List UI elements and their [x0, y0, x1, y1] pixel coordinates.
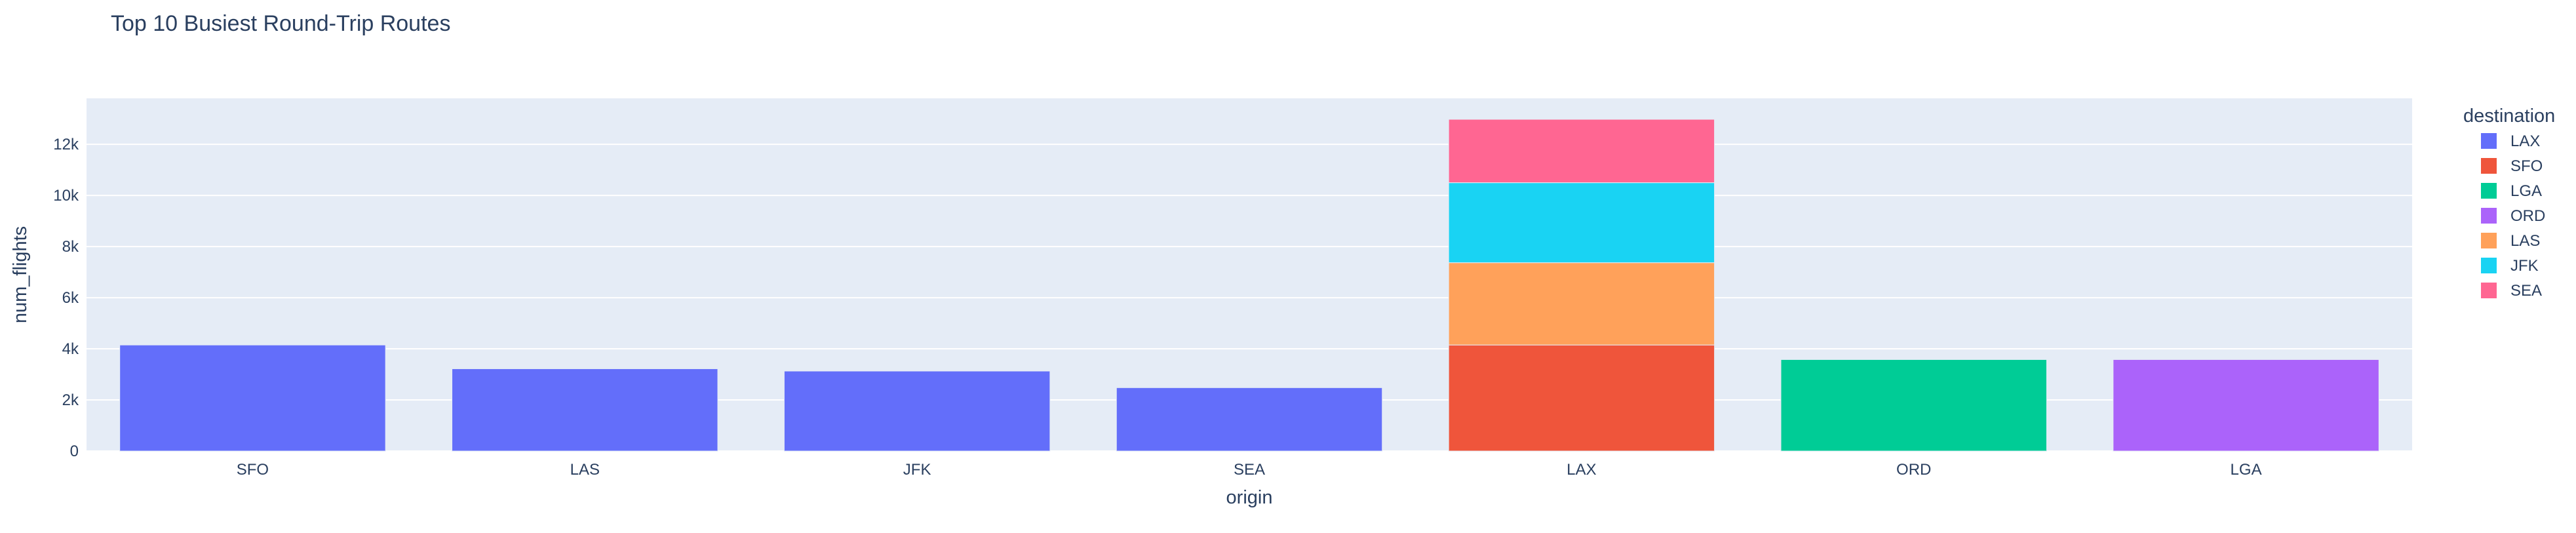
bar-lga-ord [2113, 359, 2379, 452]
legend-title: destination [2463, 106, 2555, 127]
bars [119, 119, 2379, 452]
y-tick-label: 4k [62, 340, 79, 358]
x-tick-label: SFO [237, 461, 269, 479]
bar-lax-jfk [1448, 182, 1715, 264]
legend-label: JFK [2510, 257, 2539, 275]
legend-label: SEA [2510, 282, 2542, 300]
y-tick-label: 6k [62, 289, 79, 307]
legend-swatch-lax [2481, 133, 2497, 149]
legend: destination LAX SFO LGA ORD LAS JFK SEA [2463, 106, 2555, 300]
y-tick-label: 10k [53, 187, 79, 205]
bar-lax-sfo [1448, 344, 1715, 452]
y-tick-label: 0 [70, 443, 79, 460]
legend-swatch-lga [2481, 183, 2497, 199]
bar-las-lax [452, 368, 718, 452]
y-axis-ticks: 0 2k 4k 6k 8k 10k 12k [53, 136, 79, 460]
legend-label: LAX [2510, 132, 2540, 150]
y-axis-title: num_flights [10, 226, 31, 323]
bar-sea-lax [1116, 387, 1383, 452]
bar-jfk-lax [783, 370, 1051, 452]
x-tick-label: ORD [1896, 461, 1931, 479]
legend-label: LAS [2510, 232, 2540, 250]
y-tick-label: 12k [53, 136, 79, 153]
x-tick-label: JFK [903, 461, 931, 479]
legend-swatch-las [2481, 233, 2497, 248]
legend-swatch-sea [2481, 283, 2497, 298]
bar-sfo-lax [119, 344, 386, 452]
chart-title: Top 10 Busiest Round-Trip Routes [111, 11, 450, 36]
bar-ord-lga [1780, 359, 2047, 452]
legend-swatch-ord [2481, 208, 2497, 224]
y-tick-label: 2k [62, 391, 79, 409]
legend-label: LGA [2510, 182, 2542, 200]
x-axis-ticks: SFO LAS JFK SEA LAX ORD LGA [237, 461, 2262, 479]
y-tick-label: 8k [62, 238, 79, 256]
x-tick-label: LGA [2231, 461, 2262, 479]
legend-label: SFO [2510, 157, 2543, 175]
legend-swatch-sfo [2481, 158, 2497, 174]
bar-lax-las [1448, 262, 1715, 345]
legend-label: ORD [2510, 207, 2545, 225]
bar-lax-sea [1448, 119, 1715, 184]
x-tick-label: LAS [570, 461, 600, 479]
legend-swatch-jfk [2481, 258, 2497, 273]
x-tick-label: SEA [1234, 461, 1265, 479]
x-axis-title: origin [1226, 487, 1273, 508]
x-tick-label: LAX [1567, 461, 1596, 479]
